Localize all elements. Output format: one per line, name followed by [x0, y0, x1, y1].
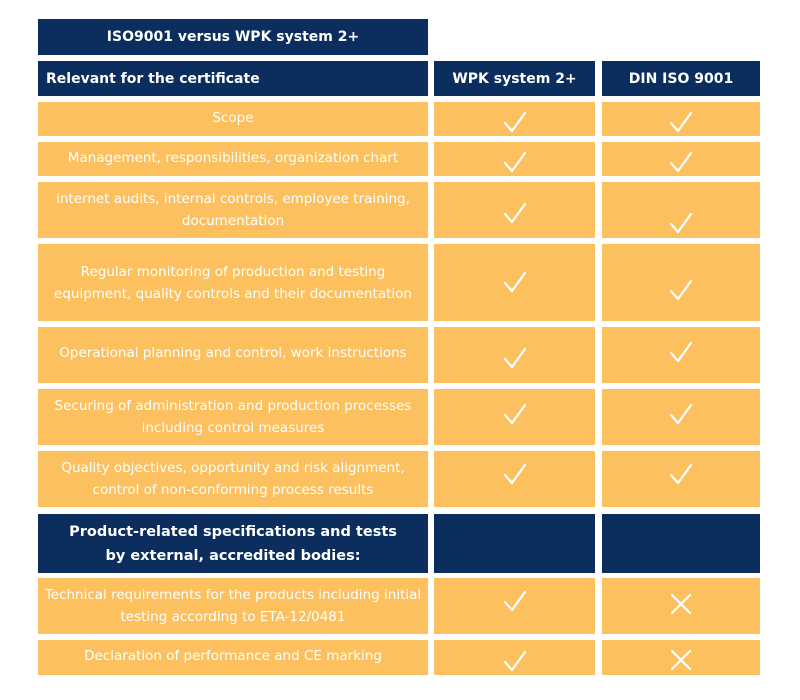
row-label-management: Management, responsibilities, organizati…: [38, 142, 428, 176]
row-label-planning: Operational planning and control, work i…: [38, 327, 428, 383]
check-icon: [503, 202, 526, 224]
check-icon: [503, 151, 526, 173]
row-quality-wpk-cell: [434, 451, 595, 507]
row-securing-wpk-cell: [434, 389, 595, 445]
check-icon: [503, 590, 526, 612]
row-declaration-wpk-cell: [434, 640, 595, 675]
check-icon: [503, 347, 526, 369]
row-planning-wpk-cell: [434, 327, 595, 383]
check-icon: [669, 463, 693, 485]
row-scope-wpk-cell: [434, 102, 595, 136]
check-icon: [669, 403, 693, 425]
column-header-relevant: Relevant for the certificate: [38, 61, 428, 96]
row-label-monitoring: Regular monitoring of production and tes…: [38, 244, 428, 321]
row-management-wpk-cell: [434, 142, 595, 176]
table-title: ISO9001 versus WPK system 2+: [38, 19, 428, 55]
check-icon: [669, 279, 693, 300]
check-icon: [669, 151, 693, 173]
check-icon: [503, 403, 526, 425]
row-scope-din-cell: [602, 102, 760, 136]
row-label-securing: Securing of administration and productio…: [38, 389, 428, 445]
check-icon: [669, 111, 693, 133]
check-icon: [669, 341, 693, 363]
row-audits-din-cell: [602, 182, 760, 238]
check-icon: [503, 463, 526, 485]
row-label-quality: Quality objectives, opportunity and risk…: [38, 451, 428, 507]
check-icon: [503, 650, 526, 671]
row-label-declaration: Declaration of performance and CE markin…: [38, 640, 428, 675]
row-monitoring-din-cell: [602, 244, 760, 321]
row-monitoring-wpk-cell: [434, 244, 595, 321]
row-planning-din-cell: [602, 327, 760, 383]
cross-icon: [670, 649, 692, 670]
row-label-audits: internet audits, internal controls, empl…: [38, 182, 428, 238]
row-declaration-din-cell: [602, 640, 760, 675]
row-audits-wpk-cell: [434, 182, 595, 238]
check-icon: [503, 271, 526, 292]
section-header-wpk-cell: [434, 514, 595, 573]
section-header-external: Product-related specifications and tests…: [38, 514, 428, 573]
row-management-din-cell: [602, 142, 760, 176]
row-label-scope: Scope: [38, 102, 428, 136]
section-header-din-cell: [602, 514, 760, 573]
cross-icon: [670, 593, 692, 615]
row-quality-din-cell: [602, 451, 760, 507]
column-header-din: DIN ISO 9001: [602, 61, 760, 96]
row-technical-din-cell: [602, 578, 760, 634]
check-icon: [503, 111, 526, 133]
row-technical-wpk-cell: [434, 578, 595, 634]
check-icon: [669, 212, 693, 234]
row-label-technical: Technical requirements for the products …: [38, 578, 428, 634]
column-header-wpk: WPK system 2+: [434, 61, 595, 96]
row-securing-din-cell: [602, 389, 760, 445]
